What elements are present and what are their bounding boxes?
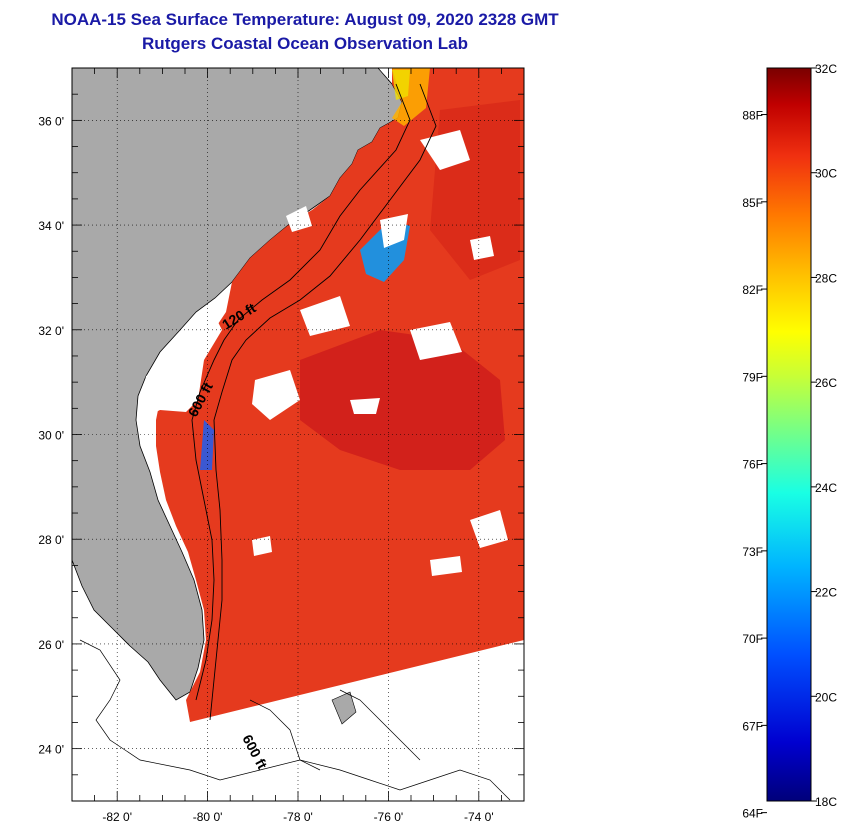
colorbar-celsius-label: 26C: [815, 376, 837, 390]
map-subtitle: Rutgers Coastal Ocean Observation Lab: [142, 34, 468, 53]
lon-tick-label: -82 0': [102, 810, 132, 824]
lat-tick-label: 28 0': [38, 533, 64, 547]
colorbar-celsius-label: 32C: [815, 62, 837, 76]
colorbar-fahrenheit-label: 79F: [742, 370, 763, 384]
yellow-plume: [392, 70, 410, 100]
colorbar-celsius-label: 22C: [815, 586, 837, 600]
cloud-mask: [140, 130, 508, 576]
colorbar-celsius-label: 24C: [815, 481, 837, 495]
lat-lon-grid: [71, 67, 525, 802]
colorbar-fahrenheit-label: 76F: [742, 458, 763, 472]
colorbar-celsius-label: 20C: [815, 690, 837, 704]
colorbar-fahrenheit-label: 67F: [742, 719, 763, 733]
colorbar-celsius-label: 30C: [815, 167, 837, 181]
colorbar: [766, 67, 812, 802]
latitude-axis: 36 0' 34 0' 32 0' 30 0' 28 0' 26 0' 24 0': [38, 114, 64, 756]
lon-tick-label: -78 0': [283, 810, 313, 824]
colorbar-fahrenheit-label: 88F: [742, 109, 763, 123]
colorbar-fahrenheit-label: 82F: [742, 283, 763, 297]
map-title: NOAA-15 Sea Surface Temperature: August …: [51, 10, 559, 29]
colorbar-fahrenheit-label: 85F: [742, 196, 763, 210]
contour-120ft: [191, 83, 411, 701]
lat-tick-label: 30 0': [38, 429, 64, 443]
colorbar-fahrenheit-axis: 88F 85F 82F 79F 76F 73F 70F 67F 64F: [742, 109, 767, 821]
lat-tick-label: 36 0': [38, 114, 64, 128]
sst-warm-core: [300, 330, 505, 470]
colorbar-fahrenheit-label: 73F: [742, 545, 763, 559]
colorbar-fahrenheit-label: 64F: [742, 807, 763, 821]
colorbar-celsius-axis: 32C 30C 28C 26C 24C 22C 20C 18C: [811, 62, 837, 809]
contour-600ft: [209, 83, 437, 721]
lon-tick-label: -74 0': [464, 810, 494, 824]
lat-tick-label: 26 0': [38, 638, 64, 652]
lat-tick-label: 34 0': [38, 219, 64, 233]
colorbar-fahrenheit-label: 70F: [742, 632, 763, 646]
colorbar-celsius-label: 18C: [815, 795, 837, 809]
coast-outline-south: [79, 639, 511, 801]
keys-contour: [249, 689, 421, 771]
colorbar-celsius-label: 28C: [815, 271, 837, 285]
lat-tick-label: 24 0': [38, 743, 64, 757]
cool-upwelling-south: [200, 420, 214, 470]
longitude-axis: -82 0' -80 0' -78 0' -76 0' -74 0': [102, 810, 493, 824]
lon-tick-label: -80 0': [193, 810, 223, 824]
lat-tick-label: 32 0': [38, 324, 64, 338]
lon-tick-label: -76 0': [374, 810, 404, 824]
